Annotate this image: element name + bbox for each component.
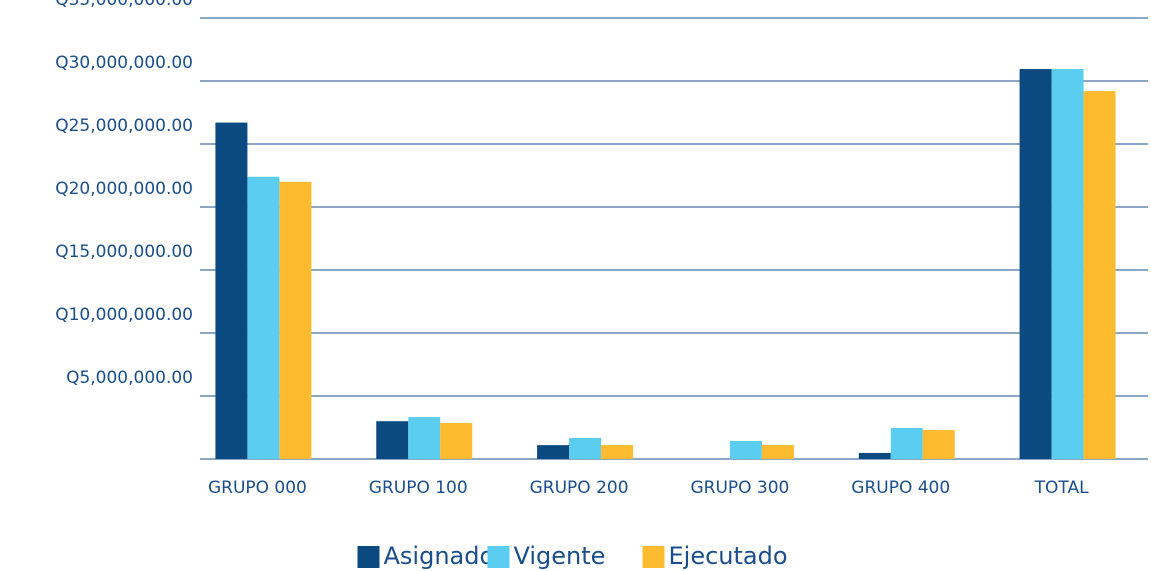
y-tick-label: Q20,000,000.00 xyxy=(55,179,193,199)
bar xyxy=(247,176,280,459)
x-tick-label: GRUPO 100 xyxy=(369,478,468,498)
bar xyxy=(1019,69,1052,459)
legend-swatch xyxy=(357,546,380,568)
bar xyxy=(537,445,570,459)
legend-swatch xyxy=(487,546,510,568)
bar xyxy=(376,421,409,459)
bar xyxy=(922,430,955,459)
legend-label: Vigente xyxy=(514,542,606,570)
bar xyxy=(408,417,441,459)
legend-label: Asignado xyxy=(384,542,495,570)
x-tick-label: GRUPO 200 xyxy=(530,478,629,498)
bar xyxy=(601,445,634,459)
y-tick-label: Q35,000,000.00 xyxy=(55,0,193,10)
bar xyxy=(1083,91,1116,459)
y-tick-label: Q15,000,000.00 xyxy=(55,242,193,262)
y-tick-label: Q30,000,000.00 xyxy=(55,53,193,73)
bar xyxy=(761,445,794,459)
bar xyxy=(729,440,762,459)
legend-swatch xyxy=(642,546,665,568)
bar xyxy=(1051,69,1084,459)
y-tick-label: Q10,000,000.00 xyxy=(55,305,193,325)
bar xyxy=(569,437,602,459)
x-tick-label: TOTAL xyxy=(1034,478,1089,498)
y-tick-label: Q25,000,000.00 xyxy=(55,116,193,136)
bar xyxy=(279,181,312,460)
bar xyxy=(890,428,923,459)
bar xyxy=(440,422,473,459)
y-tick-label: Q5,000,000.00 xyxy=(66,368,193,388)
x-tick-label: GRUPO 300 xyxy=(690,478,789,498)
bar xyxy=(215,122,248,459)
legend-label: Ejecutado xyxy=(669,542,788,570)
bar xyxy=(858,452,891,459)
x-tick-label: GRUPO 000 xyxy=(208,478,307,498)
x-tick-label: GRUPO 400 xyxy=(851,478,950,498)
